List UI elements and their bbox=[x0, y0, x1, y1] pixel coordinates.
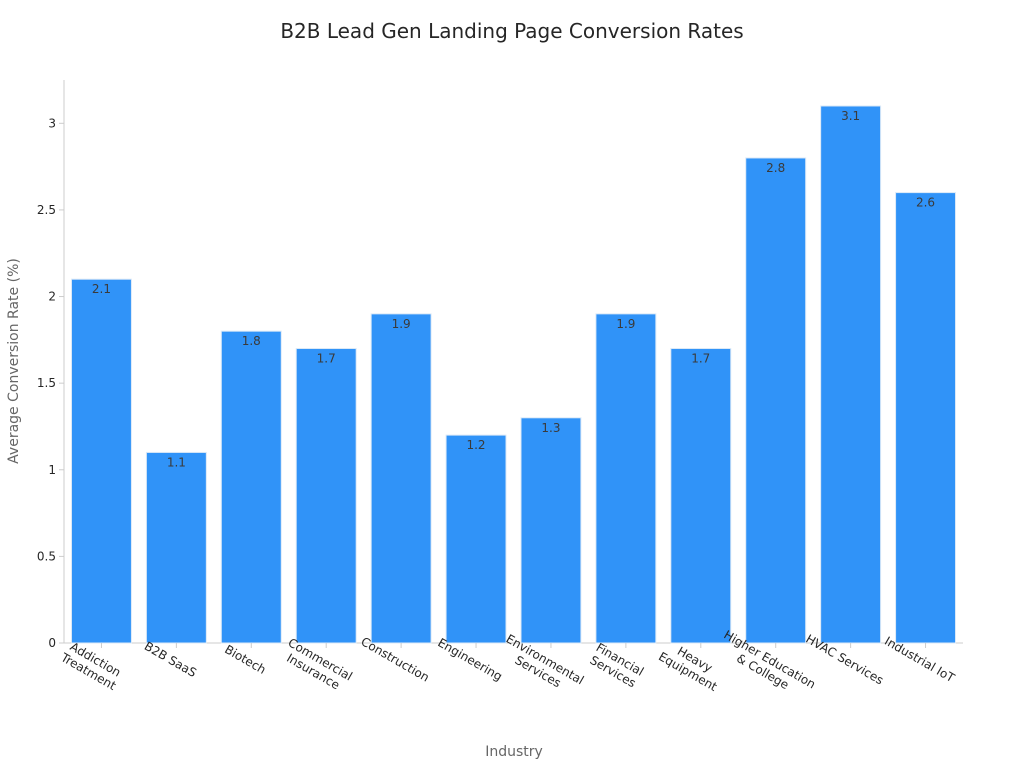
data-label: 2.8 bbox=[766, 161, 785, 175]
bar bbox=[295, 348, 357, 644]
data-label: 1.1 bbox=[167, 455, 186, 469]
y-tick-label: 1 bbox=[48, 463, 56, 477]
x-tick-label: FinancialServices bbox=[587, 640, 647, 691]
bar bbox=[670, 348, 732, 644]
x-tick-label: AddictionTreatment bbox=[58, 638, 126, 693]
bar bbox=[745, 157, 807, 644]
y-tick-label: 0 bbox=[48, 636, 56, 650]
x-tick-label: Biotech bbox=[222, 642, 268, 677]
chart-title: B2B Lead Gen Landing Page Conversion Rat… bbox=[280, 19, 744, 43]
data-label: 1.9 bbox=[392, 317, 411, 331]
data-label: 1.8 bbox=[242, 334, 261, 348]
y-tick-labels: 0 0.5 1 1.5 2 2.5 3 bbox=[37, 116, 64, 650]
bar bbox=[145, 451, 207, 644]
y-tick-label: 2.5 bbox=[37, 203, 56, 217]
bar bbox=[70, 278, 132, 644]
data-label: 2.6 bbox=[916, 196, 935, 210]
data-label: 3.1 bbox=[841, 109, 860, 123]
y-axis-title: Average Conversion Rate (%) bbox=[6, 258, 22, 464]
data-label: 1.9 bbox=[616, 317, 635, 331]
y-tick-label: 2 bbox=[48, 290, 56, 304]
data-label: 2.1 bbox=[92, 282, 111, 296]
data-label: 1.7 bbox=[691, 352, 710, 366]
bar bbox=[370, 313, 432, 644]
x-tick-label: HeavyEquipment bbox=[656, 637, 727, 694]
bar bbox=[520, 417, 582, 644]
bar bbox=[445, 434, 507, 644]
data-label: 1.2 bbox=[466, 438, 485, 452]
bars: 2.1 1.1 1.8 1.7 1.9 1.2 1.3 1.9 1.7 2.8 3.1 2.6 bbox=[70, 105, 957, 644]
bar bbox=[895, 192, 957, 644]
data-label: 1.3 bbox=[541, 421, 560, 435]
x-axis-title: Industry bbox=[485, 744, 543, 760]
x-tick-label: B2B SaaS bbox=[142, 639, 199, 680]
axes bbox=[63, 80, 963, 644]
y-tick-label: 0.5 bbox=[37, 549, 56, 563]
data-label: 1.7 bbox=[317, 352, 336, 366]
y-tick-label: 3 bbox=[48, 116, 56, 130]
y-tick-label: 1.5 bbox=[37, 376, 56, 390]
bar bbox=[595, 313, 657, 644]
bar bbox=[820, 105, 882, 644]
bar bbox=[220, 330, 282, 644]
x-tick-label: CommercialInsurance bbox=[279, 636, 355, 696]
